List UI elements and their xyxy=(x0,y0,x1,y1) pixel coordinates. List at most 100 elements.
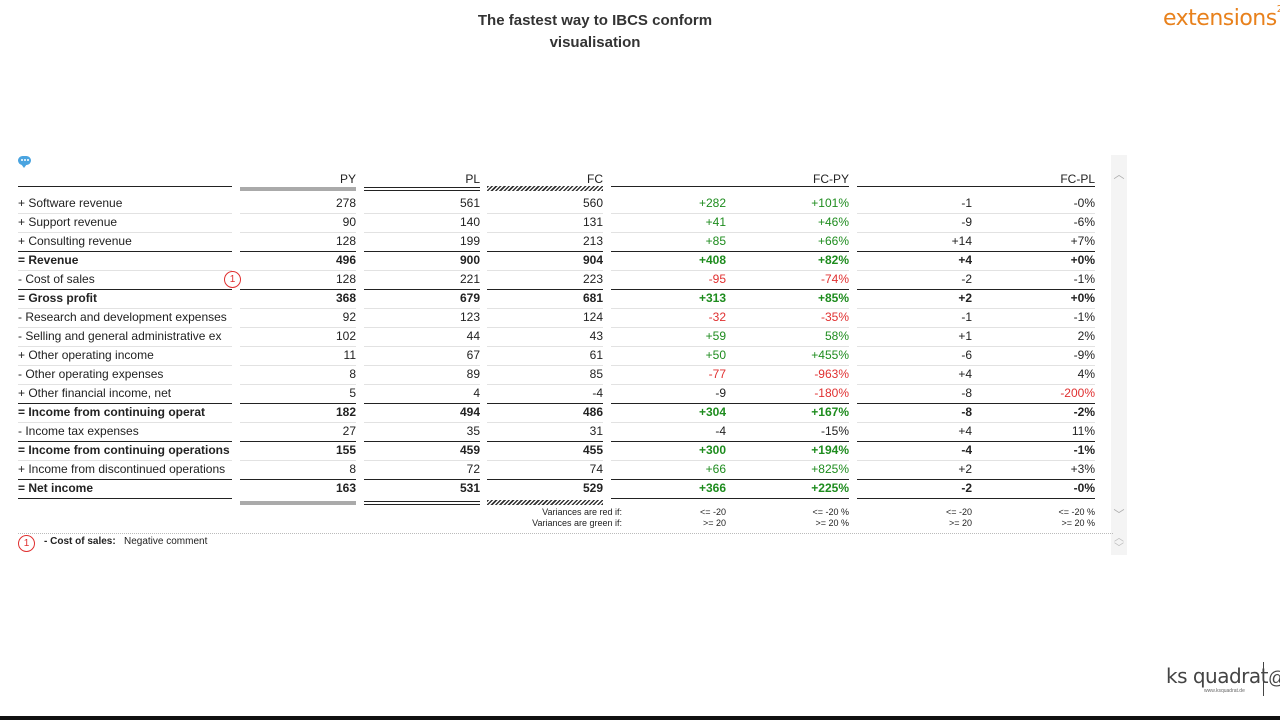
cell-pl: 4 xyxy=(473,386,480,400)
row-separator xyxy=(364,251,480,252)
cell-pl: 679 xyxy=(459,291,480,305)
cell-v2b: 2% xyxy=(1077,329,1095,343)
cell-pl: 72 xyxy=(466,462,480,476)
row-separator xyxy=(857,460,1095,461)
row-separator xyxy=(364,289,480,290)
cell-v2b: -9% xyxy=(1073,348,1095,362)
scroll-down-icon[interactable]: ﹀ xyxy=(1113,509,1125,521)
row-separator xyxy=(240,213,356,214)
row-label: = Income from continuing operat xyxy=(18,405,206,419)
row-separator xyxy=(857,479,1095,480)
row-separator xyxy=(487,251,603,252)
column-header-pl: PL xyxy=(465,172,480,186)
cell-v2b: -0% xyxy=(1073,196,1095,210)
row-separator xyxy=(857,441,1095,442)
column-header-fcpl: FC-PL xyxy=(1060,172,1095,186)
cell-v2a: -8 xyxy=(961,386,972,400)
row-label: + Income from discontinued operations xyxy=(18,462,226,476)
row-separator xyxy=(364,384,480,385)
extensions-logo-text: extensions xyxy=(1163,6,1277,31)
cell-v2a: -9 xyxy=(961,215,972,229)
row-separator xyxy=(240,346,356,347)
row-separator xyxy=(18,365,232,366)
table-bottom-rule-fcpy xyxy=(611,498,849,499)
row-separator xyxy=(364,479,480,480)
cell-fc: 681 xyxy=(582,291,603,305)
cell-py: 102 xyxy=(335,329,356,343)
cell-fc: 529 xyxy=(582,481,603,495)
row-separator xyxy=(364,460,480,461)
cell-v1b: +455% xyxy=(811,348,849,362)
row-separator xyxy=(857,289,1095,290)
cell-v1a: +408 xyxy=(698,253,726,267)
cell-pl: 67 xyxy=(466,348,480,362)
row-separator xyxy=(240,422,356,423)
legend-fcpl-pct-green: >= 20 % xyxy=(1061,518,1095,528)
row-separator xyxy=(18,213,232,214)
row-separator xyxy=(611,289,849,290)
row-separator xyxy=(611,403,849,404)
pl-scenario-bar-top xyxy=(364,187,480,191)
cell-fc: 904 xyxy=(582,253,603,267)
cell-py: 368 xyxy=(335,291,356,305)
cell-v1b: +194% xyxy=(811,443,849,457)
cell-py: 155 xyxy=(335,443,356,457)
cell-v1b: +167% xyxy=(811,405,849,419)
cell-v2b: 4% xyxy=(1077,367,1095,381)
cell-v2a: +2 xyxy=(958,462,972,476)
cell-py: 128 xyxy=(335,234,356,248)
ksquadrat-logo-mark: @ xyxy=(1268,668,1280,689)
row-separator xyxy=(364,232,480,233)
row-separator xyxy=(18,422,232,423)
legend-red-label: Variances are red if: xyxy=(542,507,622,517)
column-header-fc: FC xyxy=(587,172,603,186)
row-separator xyxy=(857,365,1095,366)
row-separator xyxy=(611,384,849,385)
row-separator xyxy=(611,251,849,252)
row-label: + Support revenue xyxy=(18,215,118,229)
legend-fcpl-abs-green: >= 20 xyxy=(948,518,972,528)
legend-fcpy-abs-green: >= 20 xyxy=(702,518,726,528)
cell-py: 182 xyxy=(335,405,356,419)
cell-v1a: +66 xyxy=(705,462,726,476)
table-bottom-rule-label xyxy=(18,498,232,499)
row-separator xyxy=(487,422,603,423)
cell-v1b: +85% xyxy=(817,291,849,305)
page-title: The fastest way to IBCS conform visualis… xyxy=(440,10,750,54)
row-separator xyxy=(18,289,232,290)
row-label: + Other financial income, net xyxy=(18,386,172,400)
cell-fc: -4 xyxy=(592,386,603,400)
cell-py: 8 xyxy=(349,462,356,476)
comment-marker-cost-of-sales[interactable]: 1 xyxy=(224,271,241,288)
cell-py: 11 xyxy=(343,348,356,362)
row-separator xyxy=(18,270,232,271)
ksquadrat-logo: ks quadrat xyxy=(1166,664,1269,688)
cell-v1a: -9 xyxy=(715,386,726,400)
row-separator xyxy=(364,403,480,404)
scroll-up-icon[interactable]: ︿ xyxy=(1113,169,1125,181)
row-label: + Software revenue xyxy=(18,196,123,210)
cell-pl: 44 xyxy=(466,329,480,343)
cell-v1b: +825% xyxy=(811,462,849,476)
cell-v2b: +0% xyxy=(1070,291,1095,305)
extensions-logo-sup: 2 xyxy=(1276,4,1280,15)
cell-v1b: +101% xyxy=(811,196,849,210)
column-header-py: PY xyxy=(339,172,356,186)
row-separator xyxy=(487,327,603,328)
cell-py: 8 xyxy=(349,367,356,381)
legend-fcpl-abs-red: <= -20 xyxy=(945,507,972,517)
cell-v1a: +313 xyxy=(698,291,726,305)
comment-text: Negative comment xyxy=(124,536,208,547)
row-separator xyxy=(487,384,603,385)
row-separator xyxy=(18,460,232,461)
vertical-scrollbar[interactable] xyxy=(1111,155,1127,555)
scroll-page-icon[interactable]: ︿ ﹀ xyxy=(1114,533,1124,554)
comment-bubble-icon[interactable] xyxy=(18,156,31,168)
cell-v2b: -2% xyxy=(1073,405,1095,419)
comment-marker-footnote[interactable]: 1 xyxy=(18,535,35,552)
cell-pl: 561 xyxy=(459,196,480,210)
cell-pl: 199 xyxy=(459,234,480,248)
cell-v1a: +59 xyxy=(705,329,726,343)
column-header-fcpy: FC-PY xyxy=(813,172,849,186)
py-scenario-bar-top xyxy=(240,187,356,191)
